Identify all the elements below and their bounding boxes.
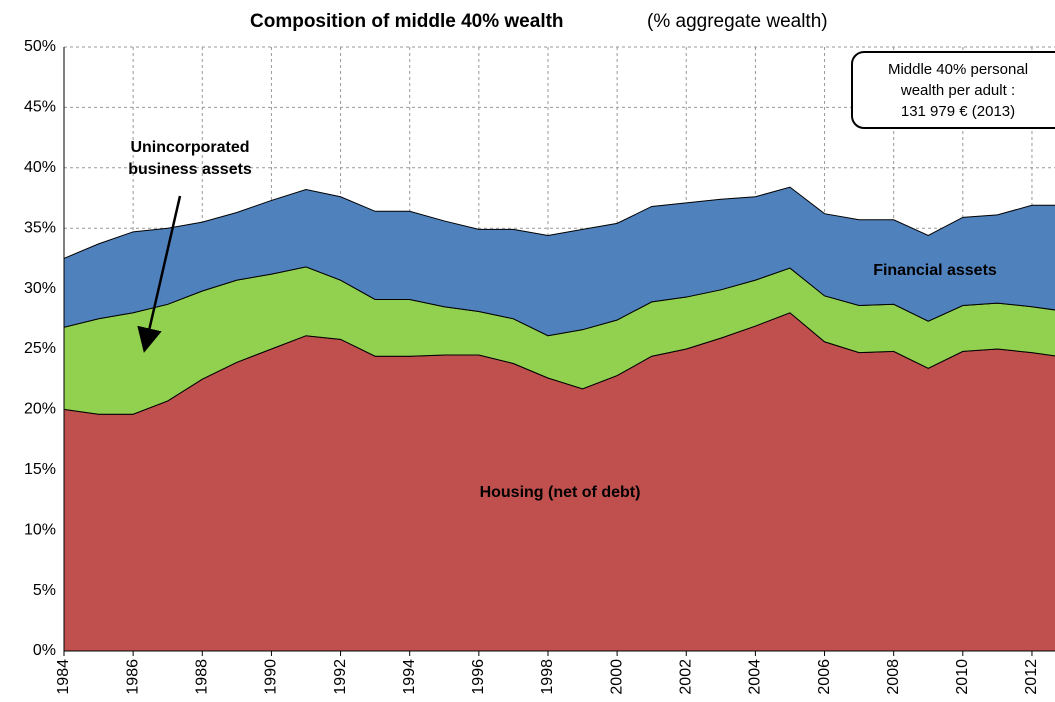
area bbox=[64, 186, 1055, 337]
info-box bbox=[851, 51, 1055, 129]
y-tick-label: 45% bbox=[24, 99, 56, 116]
arrow bbox=[137, 195, 182, 353]
chart-title-note: (% aggregate wealth) bbox=[647, 11, 828, 32]
x-tick-label: 1984 bbox=[55, 659, 72, 695]
annotation: business assets bbox=[128, 161, 252, 178]
series-label: Housing (net of debt) bbox=[480, 484, 641, 501]
x-tick-label: 2000 bbox=[608, 659, 625, 695]
x-tick-label: 2002 bbox=[677, 659, 694, 695]
y-tick-label: 25% bbox=[24, 340, 56, 357]
series-label: Financial assets bbox=[873, 262, 997, 279]
y-tick-label: 5% bbox=[33, 582, 56, 599]
x-tick-label: 1990 bbox=[263, 659, 280, 695]
y-tick-label: 50% bbox=[24, 38, 56, 55]
x-tick-label: 1988 bbox=[193, 659, 210, 695]
info-text: wealth per adult : bbox=[900, 82, 1015, 99]
x-tick-label: 2006 bbox=[816, 659, 833, 695]
x-tick-label: 2004 bbox=[747, 659, 764, 695]
x-tick-label: 1998 bbox=[539, 659, 556, 695]
info-text: 131 979 € (2013) bbox=[901, 103, 1015, 120]
x-tick-label: 1992 bbox=[332, 659, 349, 695]
y-tick-label: 35% bbox=[24, 219, 56, 236]
chart-title: Composition of middle 40% wealth bbox=[250, 11, 564, 32]
x-tick-label: 2012 bbox=[1023, 659, 1040, 695]
y-tick-label: 15% bbox=[24, 461, 56, 478]
x-tick-label: 1996 bbox=[470, 659, 487, 695]
annotation: Unincorporated bbox=[130, 139, 249, 156]
x-tick-label: 1986 bbox=[124, 659, 141, 695]
y-tick-label: 10% bbox=[24, 521, 56, 538]
info-text: Middle 40% personal bbox=[888, 61, 1028, 78]
y-tick-label: 30% bbox=[24, 280, 56, 297]
y-tick-label: 20% bbox=[24, 401, 56, 418]
x-tick-label: 2008 bbox=[885, 659, 902, 695]
y-tick-label: 0% bbox=[33, 642, 56, 659]
x-tick-label: 1994 bbox=[401, 659, 418, 695]
x-tick-label: 2010 bbox=[954, 659, 971, 695]
y-tick-label: 40% bbox=[24, 159, 56, 176]
